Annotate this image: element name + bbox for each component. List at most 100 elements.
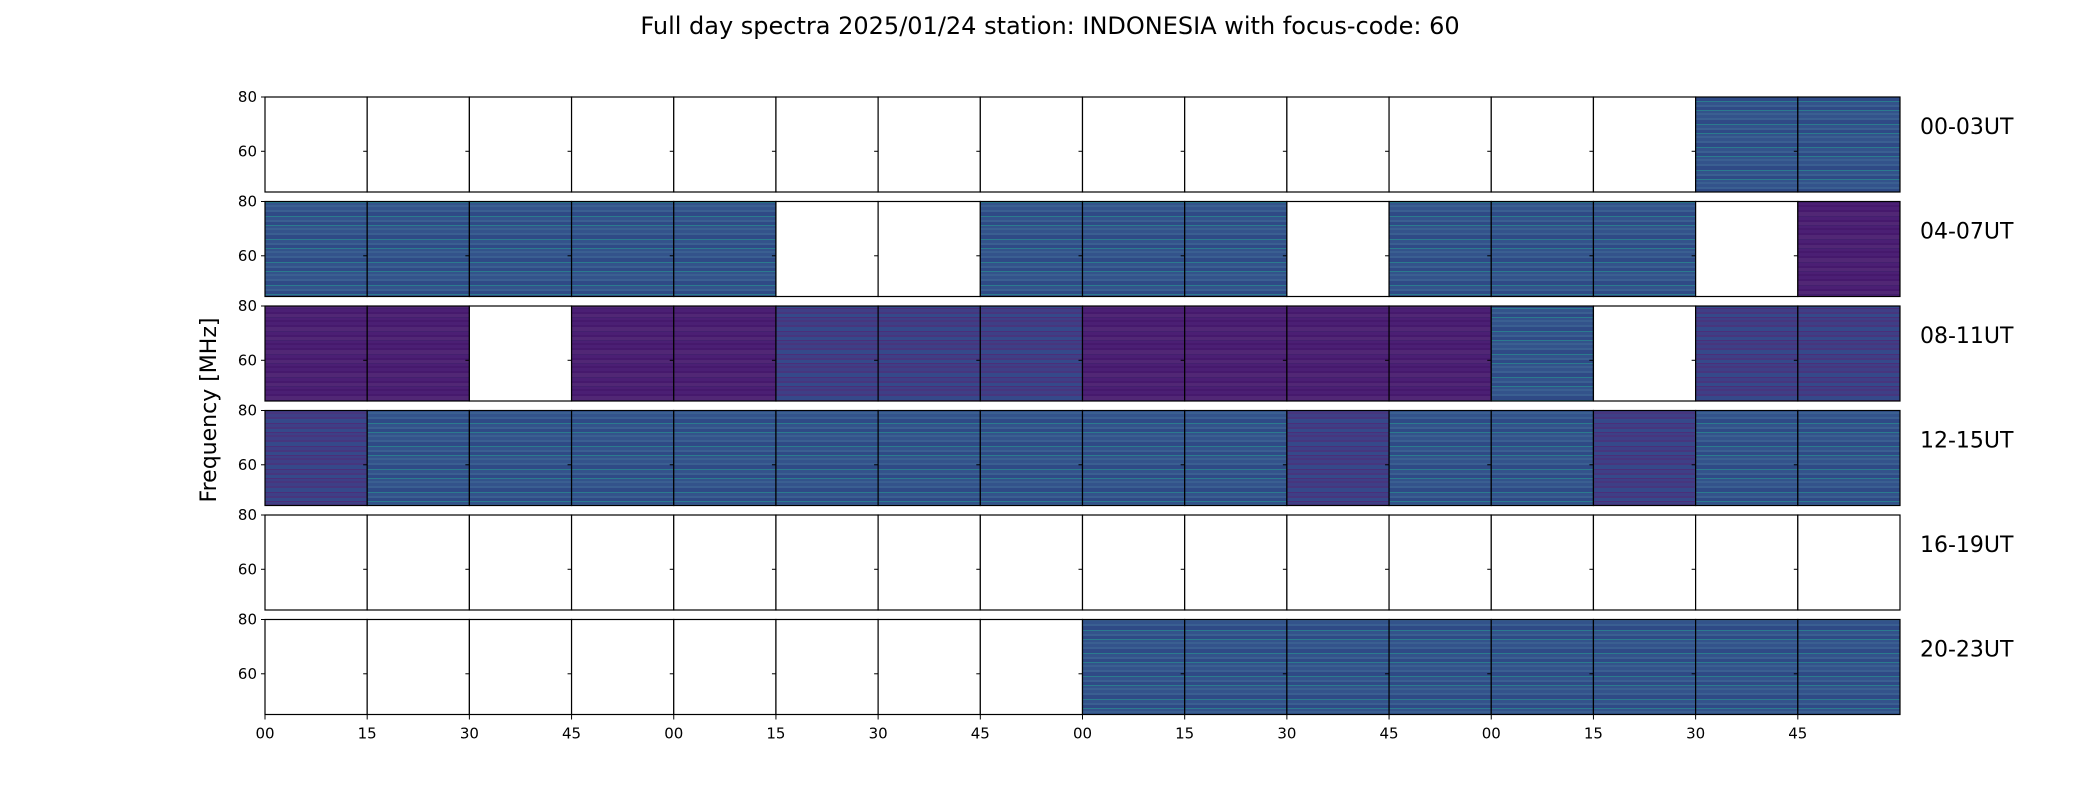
row-label: 16-19UT xyxy=(1920,533,2014,558)
spectrum-cell xyxy=(1286,618,1390,716)
row-label: 08-11UT xyxy=(1920,324,2014,349)
spectrum-cell xyxy=(673,409,777,507)
spectrum-cell xyxy=(1081,200,1186,298)
spectrum-cell xyxy=(264,200,368,298)
spectrum-cell xyxy=(1081,305,1186,402)
spectrum-cell xyxy=(1490,409,1595,507)
spectrum-cell xyxy=(673,200,777,298)
spectrum-cell xyxy=(366,409,470,507)
spectrum-cell xyxy=(1286,409,1390,507)
spectrum-cell xyxy=(468,409,573,507)
spectrum-cell xyxy=(775,618,879,716)
spectrum-cell xyxy=(570,514,675,611)
spectrum-cell xyxy=(264,618,368,716)
y-tick-label: 80 xyxy=(238,297,257,315)
spectrum-cell xyxy=(877,96,981,193)
spectrum-cell xyxy=(1592,409,1697,507)
y-axis-label: Frequency [MHz] xyxy=(197,318,222,503)
y-tick-label: 60 xyxy=(238,560,257,578)
spectrum-cell xyxy=(1490,200,1595,298)
spectrum-cell xyxy=(1797,409,1901,507)
spectrum-cell xyxy=(468,96,573,193)
x-tick-label: 00 xyxy=(1073,725,1092,743)
spectrum-cell xyxy=(1184,514,1288,611)
spectrum-cell xyxy=(1797,618,1901,716)
y-tick-label: 80 xyxy=(238,611,257,629)
x-tick-label: 45 xyxy=(1788,725,1807,743)
x-tick-label: 00 xyxy=(664,725,683,743)
spectrum-cell xyxy=(979,305,1084,402)
spectrum-cell xyxy=(1388,618,1492,716)
x-tick-label: 30 xyxy=(869,725,888,743)
spectrum-cell xyxy=(673,618,777,716)
x-tick-label: 15 xyxy=(1584,725,1603,743)
spectrum-cell xyxy=(673,305,777,402)
x-tick-label: 45 xyxy=(562,725,581,743)
spectrum-cell xyxy=(1286,514,1390,611)
spectrum-cell xyxy=(1490,514,1595,611)
spectrum-cell xyxy=(468,618,573,716)
spectrum-cell xyxy=(1286,96,1390,193)
spectrum-cell xyxy=(1592,200,1697,298)
y-tick-label: 60 xyxy=(238,665,257,683)
spectrum-cell xyxy=(1695,200,1799,298)
spectrum-cell xyxy=(1081,409,1186,507)
spectrum-cell xyxy=(570,618,675,716)
spectrum-cell xyxy=(1081,514,1186,611)
row-label: 00-03UT xyxy=(1920,115,2014,140)
spectrum-cell xyxy=(1695,409,1799,507)
spectrum-cell xyxy=(570,409,675,507)
spectrum-cell xyxy=(1184,618,1288,716)
chart-title: Full day spectra 2025/01/24 station: IND… xyxy=(640,12,1459,40)
spectrum-cell xyxy=(775,200,879,298)
spectrum-cell xyxy=(1797,514,1901,611)
spectrum-cell xyxy=(979,200,1084,298)
spectrum-cell xyxy=(877,305,981,402)
spectrum-cell xyxy=(1388,305,1492,402)
spectrum-cell xyxy=(775,305,879,402)
spectrum-cell xyxy=(1695,618,1799,716)
row-label: 04-07UT xyxy=(1920,220,2014,245)
spectrum-cell xyxy=(1388,514,1492,611)
spectrum-cell xyxy=(570,200,675,298)
spectrum-cell xyxy=(366,200,470,298)
x-tick-label: 30 xyxy=(1277,725,1296,743)
spectrum-cell xyxy=(1797,96,1901,193)
spectrum-cell xyxy=(775,409,879,507)
spectrum-cell xyxy=(366,618,470,716)
x-tick-label: 00 xyxy=(255,725,274,743)
x-tick-label: 15 xyxy=(1175,725,1194,743)
y-tick-label: 60 xyxy=(238,456,257,474)
spectrum-cell xyxy=(1490,305,1595,402)
y-tick-label: 80 xyxy=(238,88,257,106)
spectrum-cell xyxy=(1184,305,1288,402)
spectrum-cell xyxy=(775,96,879,193)
spectrum-cell xyxy=(979,409,1084,507)
spectrum-cell xyxy=(468,514,573,611)
spectrum-cell xyxy=(1592,96,1697,193)
spectrum-cell xyxy=(1081,96,1186,193)
spectrum-cell xyxy=(1592,514,1697,611)
spectrum-cell xyxy=(1388,409,1492,507)
spectrum-cell xyxy=(979,618,1084,716)
spectrum-cell xyxy=(264,514,368,611)
spectrum-cell xyxy=(1695,305,1799,402)
spectrum-cell xyxy=(1592,618,1697,716)
spectrum-cell xyxy=(366,96,470,193)
spectrum-cell xyxy=(877,200,981,298)
spectrum-cell xyxy=(877,409,981,507)
spectrum-cell xyxy=(979,96,1084,193)
spectrum-cell xyxy=(1490,96,1595,193)
x-tick-label: 00 xyxy=(1482,725,1501,743)
y-tick-label: 60 xyxy=(238,351,257,369)
x-tick-label: 15 xyxy=(358,725,377,743)
spectrum-cell xyxy=(1286,200,1390,298)
spectrum-cell xyxy=(1184,200,1288,298)
y-tick-label: 60 xyxy=(238,142,257,160)
spectrum-cell xyxy=(673,514,777,611)
panel-grid: 60 80 00-03UT 60 80 04-07UT 60 80 08-11UT 60 80 12-… xyxy=(238,88,2014,743)
spectrum-cell xyxy=(366,514,470,611)
spectrum-cell xyxy=(1797,305,1901,402)
spectrum-cell xyxy=(673,96,777,193)
